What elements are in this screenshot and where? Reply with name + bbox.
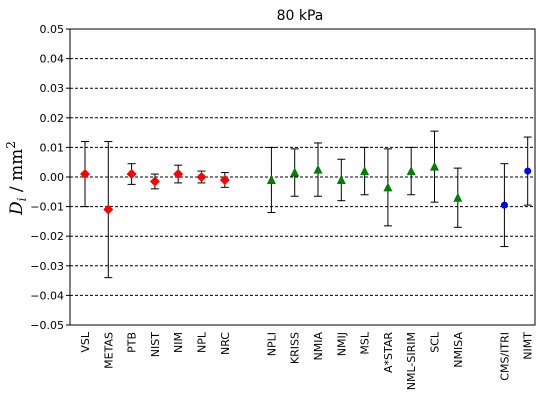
x-category-label: NIST <box>149 332 162 357</box>
x-category-label: SCL <box>429 331 442 353</box>
x-category-label: NPL <box>196 331 209 353</box>
x-category-label: VSL <box>79 331 92 353</box>
x-category-label: METAS <box>102 332 115 369</box>
y-tick-label: −0.01 <box>30 201 64 214</box>
y-tick-label: 0.01 <box>40 141 65 154</box>
x-category-label: NRC <box>219 332 232 355</box>
x-category-label: PTB <box>126 332 139 353</box>
data-point-triangle <box>266 174 276 184</box>
y-tick-label: −0.04 <box>30 289 64 302</box>
x-category-label: NIMT <box>522 332 535 360</box>
data-points <box>80 130 532 279</box>
y-label-text: Di / mm2 <box>4 141 29 216</box>
x-category-label: CMS/ITRI <box>498 332 511 381</box>
x-axis-labels: VSL METAS PTB NIST NIM NPL NRC NPLI KRISS NMIA NMI… <box>79 331 535 390</box>
data-point-triangle <box>383 182 393 192</box>
data-point-diamond <box>173 169 184 180</box>
y-axis-label: Di / mm2 <box>4 141 29 216</box>
x-category-label: KRISS <box>289 332 302 364</box>
data-point-triangle <box>360 166 370 176</box>
data-point-triangle <box>313 164 323 174</box>
data-point-diamond <box>149 176 160 187</box>
data-point-diamond <box>103 204 114 215</box>
y-tick-label: 0.02 <box>40 112 65 125</box>
y-tick-label: 0.05 <box>40 23 65 36</box>
x-category-label: NPLI <box>265 332 278 356</box>
x-category-label: MSL <box>359 331 372 354</box>
y-tick-label: −0.05 <box>30 319 64 332</box>
data-point-triangle <box>406 166 416 176</box>
chart-title: 80 kPa <box>277 8 324 24</box>
data-point-diamond <box>126 169 137 180</box>
y-tick-label: 0.04 <box>40 53 65 66</box>
y-tick-label: −0.03 <box>30 260 64 273</box>
data-point-triangle <box>453 192 463 202</box>
grid <box>70 58 535 296</box>
data-point-diamond <box>219 174 230 185</box>
x-category-label: NMISA <box>452 332 465 368</box>
data-point-triangle <box>430 161 439 171</box>
x-category-label: A*STAR <box>382 332 395 373</box>
data-point-triangle <box>290 167 300 177</box>
data-point-circle <box>524 167 532 175</box>
data-point-circle <box>500 201 508 209</box>
y-tick-label: 0.00 <box>40 171 65 184</box>
data-point-triangle <box>336 174 346 184</box>
y-tick-label: 0.03 <box>40 82 65 95</box>
data-point-diamond <box>80 169 90 180</box>
data-point-diamond <box>196 172 207 182</box>
x-category-label: NMIJ <box>335 332 348 356</box>
x-category-label: NIM <box>172 332 185 353</box>
y-axis: −0.05 −0.04 −0.03 −0.02 −0.01 0.00 0.01 0.02 0.0… <box>30 23 70 332</box>
x-category-label: NML-SIRIM <box>405 332 418 390</box>
y-tick-label: −0.02 <box>30 230 64 243</box>
x-category-label: NMIA <box>312 332 325 361</box>
